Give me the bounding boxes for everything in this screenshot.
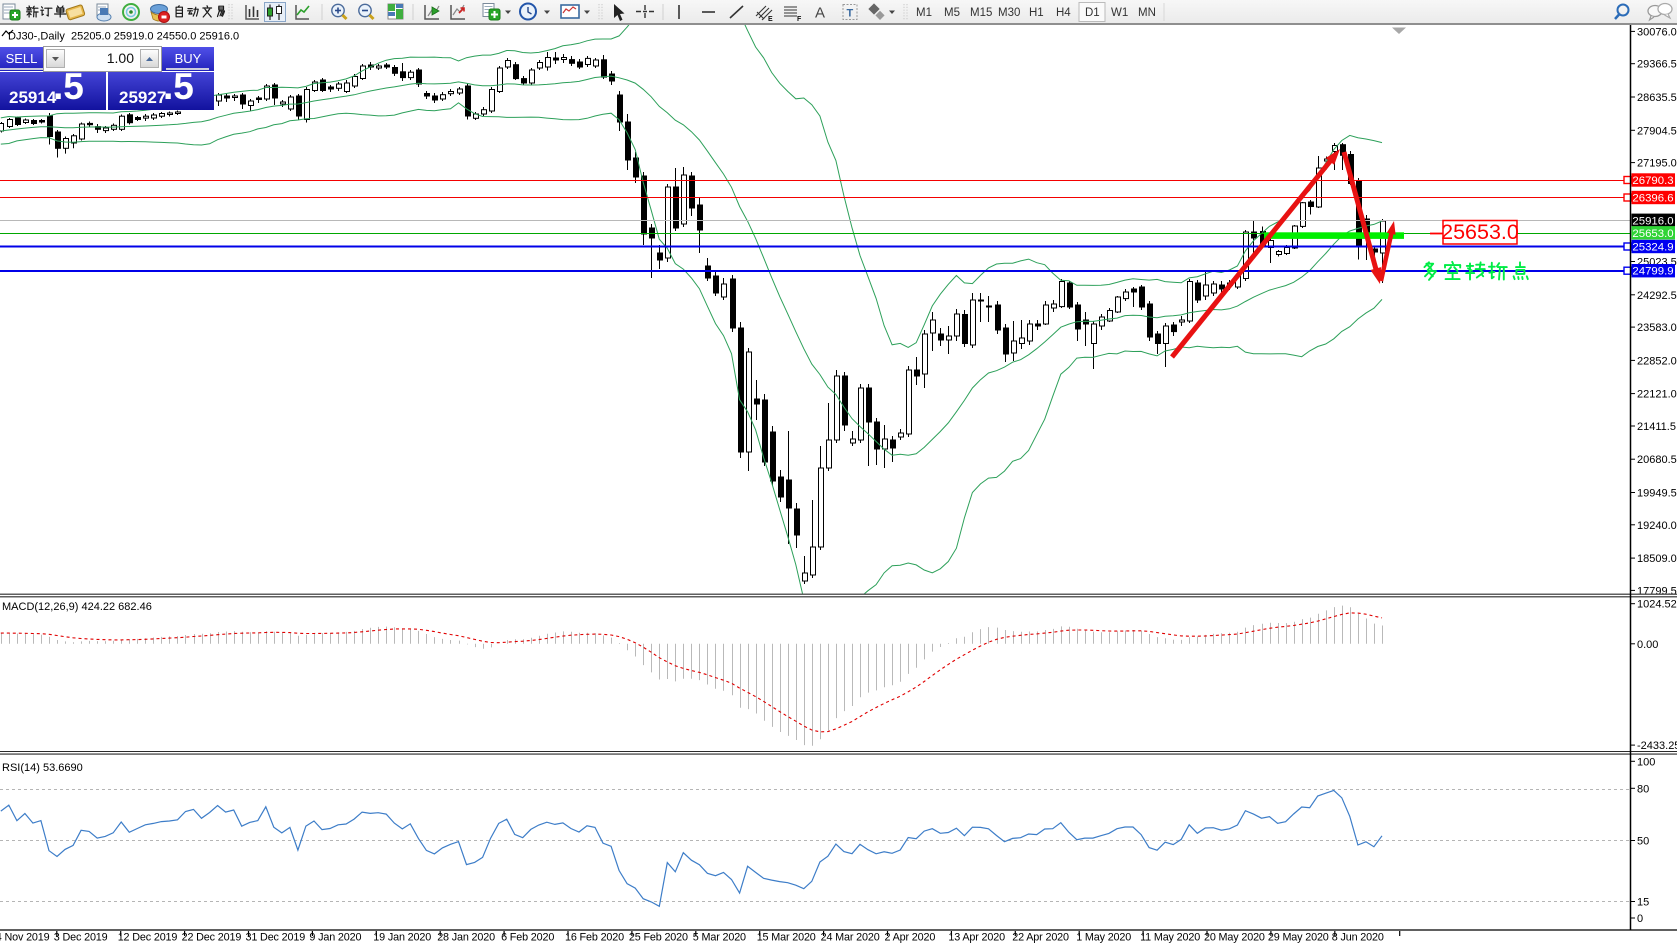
svg-text:31 Dec 2019: 31 Dec 2019 — [246, 932, 306, 944]
svg-text:H4: H4 — [1056, 7, 1071, 19]
svg-text:8 Jun 2020: 8 Jun 2020 — [1332, 932, 1384, 944]
svg-text:29366.5: 29366.5 — [1637, 59, 1677, 71]
svg-text:28635.5: 28635.5 — [1637, 92, 1677, 104]
svg-text:M15: M15 — [970, 7, 992, 19]
svg-text:MN: MN — [1138, 7, 1156, 19]
svg-text:27904.5: 27904.5 — [1637, 125, 1677, 137]
svg-text:T: T — [847, 8, 854, 20]
svg-text:3 Dec 2019: 3 Dec 2019 — [54, 932, 108, 944]
svg-text:20 May 2020: 20 May 2020 — [1204, 932, 1265, 944]
svg-text:DJ30-,Daily 25205.0 25919.0 2: DJ30-,Daily 25205.0 25919.0 24550.0 2591… — [8, 31, 239, 43]
svg-text:100: 100 — [1637, 756, 1655, 768]
svg-text:22 Apr 2020: 22 Apr 2020 — [1012, 932, 1069, 944]
svg-text:H1: H1 — [1029, 7, 1044, 19]
svg-text:25324.9: 25324.9 — [1632, 242, 1673, 254]
svg-text:W1: W1 — [1111, 7, 1128, 19]
svg-text:24292.5: 24292.5 — [1637, 290, 1677, 302]
svg-text:1 May 2020: 1 May 2020 — [1076, 932, 1131, 944]
svg-text:0: 0 — [1637, 913, 1643, 925]
svg-text:25653.0: 25653.0 — [1632, 228, 1673, 240]
svg-text:22852.0: 22852.0 — [1637, 355, 1677, 367]
svg-text:F: F — [797, 16, 802, 23]
svg-text:-2433.25: -2433.25 — [1637, 740, 1677, 752]
svg-text:6 Feb 2020: 6 Feb 2020 — [501, 932, 554, 944]
svg-text:80: 80 — [1637, 783, 1649, 795]
svg-text:50: 50 — [1637, 836, 1649, 848]
svg-text:28 Jan 2020: 28 Jan 2020 — [437, 932, 495, 944]
svg-text:22 Dec 2019: 22 Dec 2019 — [182, 932, 242, 944]
svg-text:23583.0: 23583.0 — [1637, 322, 1677, 334]
svg-text:20680.5: 20680.5 — [1637, 454, 1677, 466]
svg-text:22121.0: 22121.0 — [1637, 389, 1677, 401]
svg-text:M30: M30 — [998, 7, 1020, 19]
svg-text:RSI(14) 53.6690: RSI(14) 53.6690 — [2, 762, 83, 774]
svg-text:E: E — [768, 16, 773, 23]
svg-text:5 Mar 2020: 5 Mar 2020 — [693, 932, 746, 944]
svg-text:D1: D1 — [1085, 7, 1100, 19]
svg-text:M5: M5 — [944, 7, 960, 19]
svg-text:A: A — [815, 5, 825, 22]
svg-text:2 Apr 2020: 2 Apr 2020 — [885, 932, 936, 944]
svg-text:29 May 2020: 29 May 2020 — [1268, 932, 1329, 944]
svg-text:24 Nov 2019: 24 Nov 2019 — [0, 932, 50, 944]
svg-text:25 Feb 2020: 25 Feb 2020 — [629, 932, 688, 944]
svg-text:26790.3: 26790.3 — [1632, 175, 1673, 187]
svg-text:27195.0: 27195.0 — [1637, 158, 1677, 170]
svg-text:MACD(12,26,9) 424.22 682.46: MACD(12,26,9) 424.22 682.46 — [2, 601, 152, 613]
svg-text:15 Mar 2020: 15 Mar 2020 — [757, 932, 816, 944]
svg-text:15: 15 — [1637, 897, 1649, 909]
svg-text:25653.0: 25653.0 — [1441, 220, 1519, 244]
svg-text:19 Jan 2020: 19 Jan 2020 — [373, 932, 431, 944]
svg-text:25916.0: 25916.0 — [1632, 215, 1673, 227]
svg-text:12 Dec 2019: 12 Dec 2019 — [118, 932, 178, 944]
svg-text:0.00: 0.00 — [1637, 639, 1658, 651]
svg-text:24 Mar 2020: 24 Mar 2020 — [821, 932, 880, 944]
svg-text:30076.0: 30076.0 — [1637, 26, 1677, 38]
svg-text:1024.52: 1024.52 — [1637, 599, 1677, 611]
svg-text:M1: M1 — [916, 7, 932, 19]
svg-text:16 Feb 2020: 16 Feb 2020 — [565, 932, 624, 944]
svg-text:19240.0: 19240.0 — [1637, 520, 1677, 532]
svg-text:11 May 2020: 11 May 2020 — [1140, 932, 1200, 944]
svg-text:26396.6: 26396.6 — [1632, 193, 1673, 205]
svg-text:13 Apr 2020: 13 Apr 2020 — [948, 932, 1005, 944]
svg-text:21411.5: 21411.5 — [1637, 421, 1676, 433]
svg-text:18509.0: 18509.0 — [1637, 553, 1677, 565]
svg-text:9 Jan 2020: 9 Jan 2020 — [309, 932, 361, 944]
svg-text:24799.9: 24799.9 — [1632, 266, 1673, 278]
svg-text:19949.5: 19949.5 — [1637, 488, 1677, 500]
